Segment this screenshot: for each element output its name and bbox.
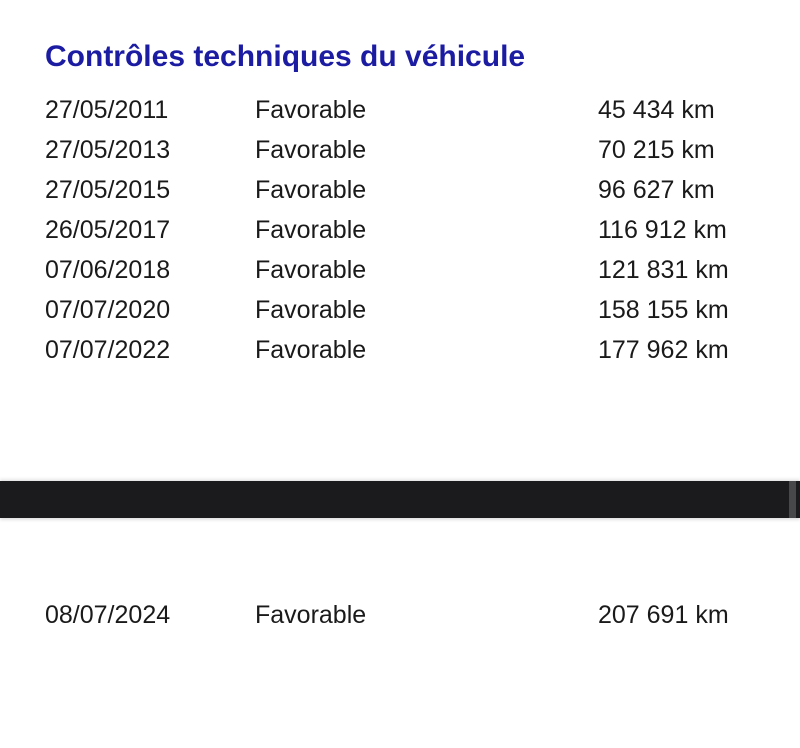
inspection-date: 08/07/2024 xyxy=(45,600,171,629)
inspection-odometer: 70 215 km xyxy=(598,135,715,164)
inspection-result: Favorable xyxy=(255,335,367,364)
inspection-date: 26/05/2017 xyxy=(45,215,171,244)
inspection-result: Favorable xyxy=(255,215,367,244)
inspection-date: 27/05/2015 xyxy=(45,175,171,204)
inspection-result: Favorable xyxy=(255,255,367,284)
table-row: 27/05/2011 Favorable 45 434 km xyxy=(0,90,800,130)
inspection-result: Favorable xyxy=(255,95,367,124)
section-divider-bar xyxy=(0,481,800,518)
table-row: 07/07/2022 Favorable 177 962 km xyxy=(0,330,800,370)
table-row: 27/05/2013 Favorable 70 215 km xyxy=(0,130,800,170)
table-row: 27/05/2015 Favorable 96 627 km xyxy=(0,170,800,210)
inspection-odometer: 207 691 km xyxy=(598,600,729,629)
table-row: 07/06/2018 Favorable 121 831 km xyxy=(0,250,800,290)
inspection-date: 07/06/2018 xyxy=(45,255,171,284)
inspection-odometer: 158 155 km xyxy=(598,295,729,324)
page-title: Contrôles techniques du véhicule xyxy=(45,40,526,73)
inspection-date: 27/05/2013 xyxy=(45,135,171,164)
inspection-odometer: 116 912 km xyxy=(598,215,727,244)
inspection-result: Favorable xyxy=(255,600,367,629)
inspection-result: Favorable xyxy=(255,175,367,204)
table-row: 07/07/2020 Favorable 158 155 km xyxy=(0,290,800,330)
later-inspection-section: 08/07/2024 Favorable 207 691 km xyxy=(0,595,800,635)
scrollbar-thumb[interactable] xyxy=(789,481,796,518)
inspection-result: Favorable xyxy=(255,135,367,164)
inspection-date: 27/05/2011 xyxy=(45,95,169,124)
inspection-result: Favorable xyxy=(255,295,367,324)
inspection-odometer: 96 627 km xyxy=(598,175,715,204)
inspections-list: 27/05/2011 Favorable 45 434 km 27/05/201… xyxy=(0,90,800,370)
inspection-date: 07/07/2020 xyxy=(45,295,171,324)
inspection-odometer: 177 962 km xyxy=(598,335,729,364)
inspection-date: 07/07/2022 xyxy=(45,335,171,364)
inspection-odometer: 45 434 km xyxy=(598,95,715,124)
table-row: 26/05/2017 Favorable 116 912 km xyxy=(0,210,800,250)
inspection-odometer: 121 831 km xyxy=(598,255,729,284)
table-row: 08/07/2024 Favorable 207 691 km xyxy=(0,595,800,635)
